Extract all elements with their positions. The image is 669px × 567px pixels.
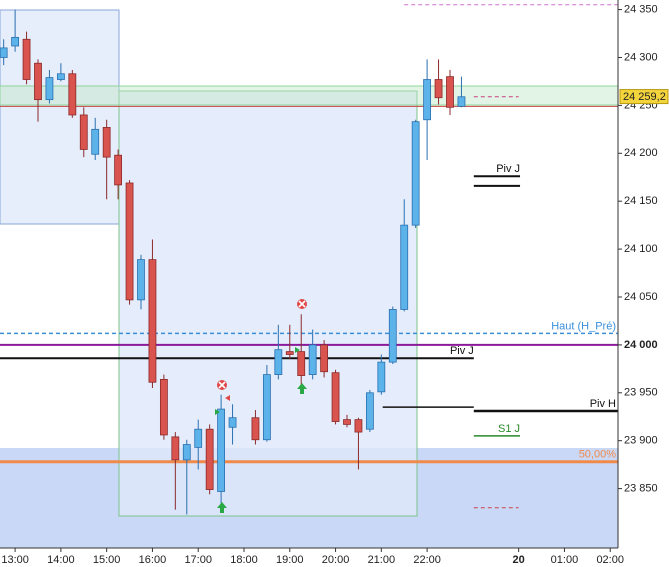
x-tick-label: 02:00 [596, 554, 624, 566]
candle-body [343, 419, 351, 425]
candle-body [457, 96, 466, 107]
candle-body [217, 408, 226, 492]
candle-body [423, 79, 432, 121]
signal-triangle [215, 409, 220, 415]
level-label: Piv H [590, 398, 616, 410]
candle-body [320, 344, 329, 373]
candle-body [377, 361, 386, 393]
x-tick-label: 14:00 [47, 554, 75, 566]
candle-body [411, 121, 420, 226]
y-tick-label: 23 900 [624, 435, 658, 447]
y-tick-label: 24 200 [624, 147, 658, 159]
candle-body [446, 76, 454, 108]
candle-body [365, 392, 374, 430]
x-tick-label: 20 [513, 554, 525, 566]
y-tick-label: 24 050 [624, 291, 658, 303]
x-tick-label: 21:00 [368, 554, 396, 566]
candle-body [68, 73, 77, 116]
candle-body [102, 127, 111, 158]
y-tick-label: 23 850 [624, 483, 658, 495]
y-tick-label: 24 000 [624, 339, 658, 351]
candle-body [308, 344, 317, 375]
candle-body [388, 309, 397, 363]
zone-band [0, 85, 619, 106]
level-label: S1 J [498, 423, 520, 435]
last-price-tag [619, 89, 669, 105]
x-tick-label: 18:00 [230, 554, 258, 566]
x-tick-label: 16:00 [139, 554, 167, 566]
candle-body [125, 182, 134, 301]
candle-body [274, 349, 283, 375]
range-box [118, 90, 418, 517]
candle-body [251, 417, 260, 441]
candle-body [56, 73, 65, 80]
candle-body [297, 351, 306, 376]
x-tick-label: 19:00 [276, 554, 304, 566]
last-price-label: 24 259,2 [623, 91, 666, 103]
candle-body [262, 374, 271, 441]
candle-body [79, 114, 88, 150]
candle-body [434, 79, 443, 99]
axes-layer: 23 850 23 900 23 950 24 000 24 050 24 100 24 1… [1, 3, 669, 566]
candle-body [331, 372, 340, 422]
candle-body [91, 128, 100, 155]
x-axis-background [0, 548, 618, 567]
range-box [0, 9, 120, 225]
candle-body [114, 154, 123, 186]
y-tick-label: 24 350 [624, 3, 658, 15]
y-tick-label: 24 100 [624, 243, 658, 255]
plot-layer: Piv J Haut (H_Pré) Piv J Piv H S1 J 50,00% [0, 4, 618, 515]
candle-body [354, 419, 363, 433]
candle-body [171, 436, 180, 461]
candle-body [285, 351, 294, 355]
x-tick-label: 20:00 [322, 554, 350, 566]
candle-body [228, 417, 237, 428]
y-tick-label: 23 950 [624, 387, 658, 399]
x-tick-label: 01:00 [551, 554, 579, 566]
candle-body [182, 444, 191, 461]
candle-body [0, 47, 8, 58]
signal-arrow [297, 383, 307, 394]
y-tick-label: 24 300 [624, 51, 658, 63]
signal-cross [217, 380, 227, 390]
level-label: Piv J [450, 345, 474, 357]
candle-body [400, 224, 409, 310]
level-label: Piv J [496, 163, 520, 175]
candle-body [34, 62, 42, 101]
x-tick-label: 15:00 [93, 554, 121, 566]
candle-body [137, 259, 145, 301]
x-tick-label: 22:00 [413, 554, 441, 566]
candle-body [22, 38, 31, 80]
signal-triangle [295, 347, 300, 353]
candle-body [194, 428, 203, 448]
x-tick-label: 17:00 [184, 554, 212, 566]
candle-body [205, 428, 214, 490]
x-tick-label: 13:00 [1, 554, 29, 566]
level-label: 50,00% [579, 449, 617, 461]
level-label: Haut (H_Pré) [551, 320, 616, 332]
signal-triangle [225, 395, 230, 401]
candle-body [148, 259, 157, 383]
candle-body [45, 77, 54, 101]
candle-body [11, 36, 20, 47]
signals [215, 299, 307, 513]
signal-cross [297, 299, 307, 309]
y-tick-label: 24 150 [624, 195, 658, 207]
candle-body [159, 378, 168, 436]
signal-arrow [217, 502, 227, 513]
